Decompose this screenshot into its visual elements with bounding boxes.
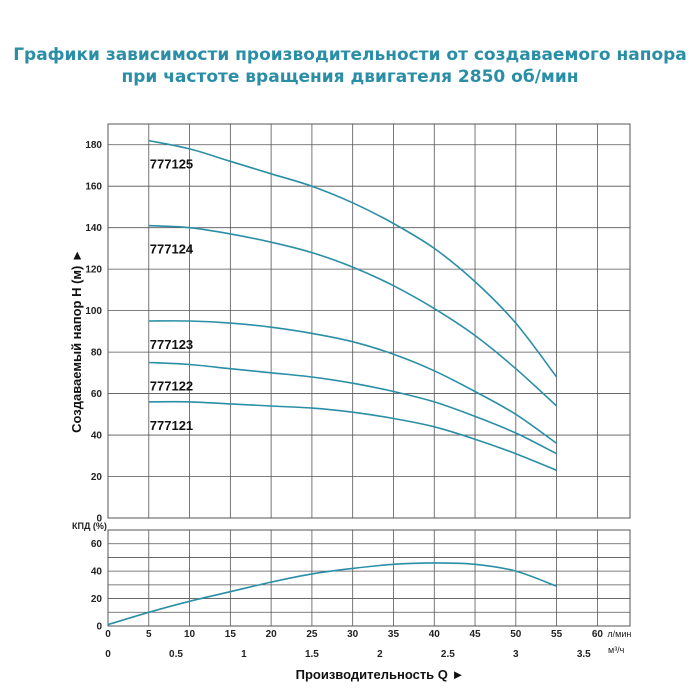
x-tick-lmin: 60 [592,629,604,640]
x-tick-lmin: 15 [225,629,237,640]
series-label-777121: 777121 [150,418,193,433]
series-line-777124 [148,224,558,407]
y2-tick-label: 40 [91,567,103,578]
y-tick-label: 80 [91,348,103,359]
x-unit-m3h: м³/ч [608,645,625,655]
x-tick-m3h: 1 [241,649,247,660]
efficiency-line [107,562,557,626]
x-tick-lmin: 5 [146,629,152,640]
y-tick-label: 120 [85,265,102,276]
x-tick-lmin: 20 [266,629,278,640]
x-tick-lmin: 30 [347,629,359,640]
efficiency-chart-frame [107,529,631,627]
x-unit-lmin: л/мин [607,629,631,639]
y-tick-label: 20 [91,472,103,483]
x-tick-m3h: 2.5 [441,649,455,660]
x-tick-lmin: 45 [469,629,481,640]
series-line-777122 [148,361,557,455]
y-tick-label: 160 [85,182,102,193]
head-chart-frame [107,123,631,519]
series-label-777123: 777123 [150,337,193,352]
y2-tick-label: 20 [91,594,103,605]
x-tick-lmin: 0 [105,629,111,640]
series-label-777124: 777124 [150,242,194,257]
x-tick-lmin: 55 [551,629,563,640]
x-tick-m3h: 0 [105,649,111,660]
y-tick-label: 140 [85,223,102,234]
x-tick-lmin: 50 [510,629,522,640]
x-tick-m3h: 1.5 [305,649,319,660]
efficiency-chart-grid [107,529,631,627]
y-tick-label: 40 [91,431,103,442]
series-lines [107,139,558,626]
series-labels: 777125 777124 777123 777122 777121 [150,157,194,433]
x-tick-lmin: 35 [388,629,400,640]
y2-tick-label: 60 [91,539,103,550]
x-tick-m3h: 3 [513,649,519,660]
y-tick-label: 180 [85,140,102,151]
y-tick-label: 100 [85,306,102,317]
efficiency-axis-label: КПД (%) [72,521,107,531]
axis-titles: КПД (%) Создаваемый напор H (м) ► Производ… [69,249,464,682]
x-tick-m3h: 2 [377,649,383,660]
x-tick-lmin: 25 [306,629,318,640]
y-tick-label: 0 [96,514,102,525]
x-tick-lmin: 10 [184,629,196,640]
chart-title-line-1: Графики зависимости производительности о… [13,45,687,65]
y-tick-label: 60 [91,389,103,400]
chart-title-line-2: при частоте вращения двигателя 2850 об/м… [121,67,579,87]
y-axis-title: Создаваемый напор H (м) ► [69,249,84,433]
x-axis-title: Производительность Q ► [296,667,465,682]
series-label-777125: 777125 [150,157,193,172]
y2-tick-label: 0 [96,622,102,633]
series-label-777122: 777122 [150,378,193,393]
x-tick-lmin: 40 [429,629,441,640]
series-line-777123 [148,320,558,444]
series-line-777125 [148,139,558,378]
series-line-777121 [148,400,557,472]
x-tick-m3h: 0.5 [169,649,183,660]
x-tick-m3h: 3.5 [577,649,591,660]
